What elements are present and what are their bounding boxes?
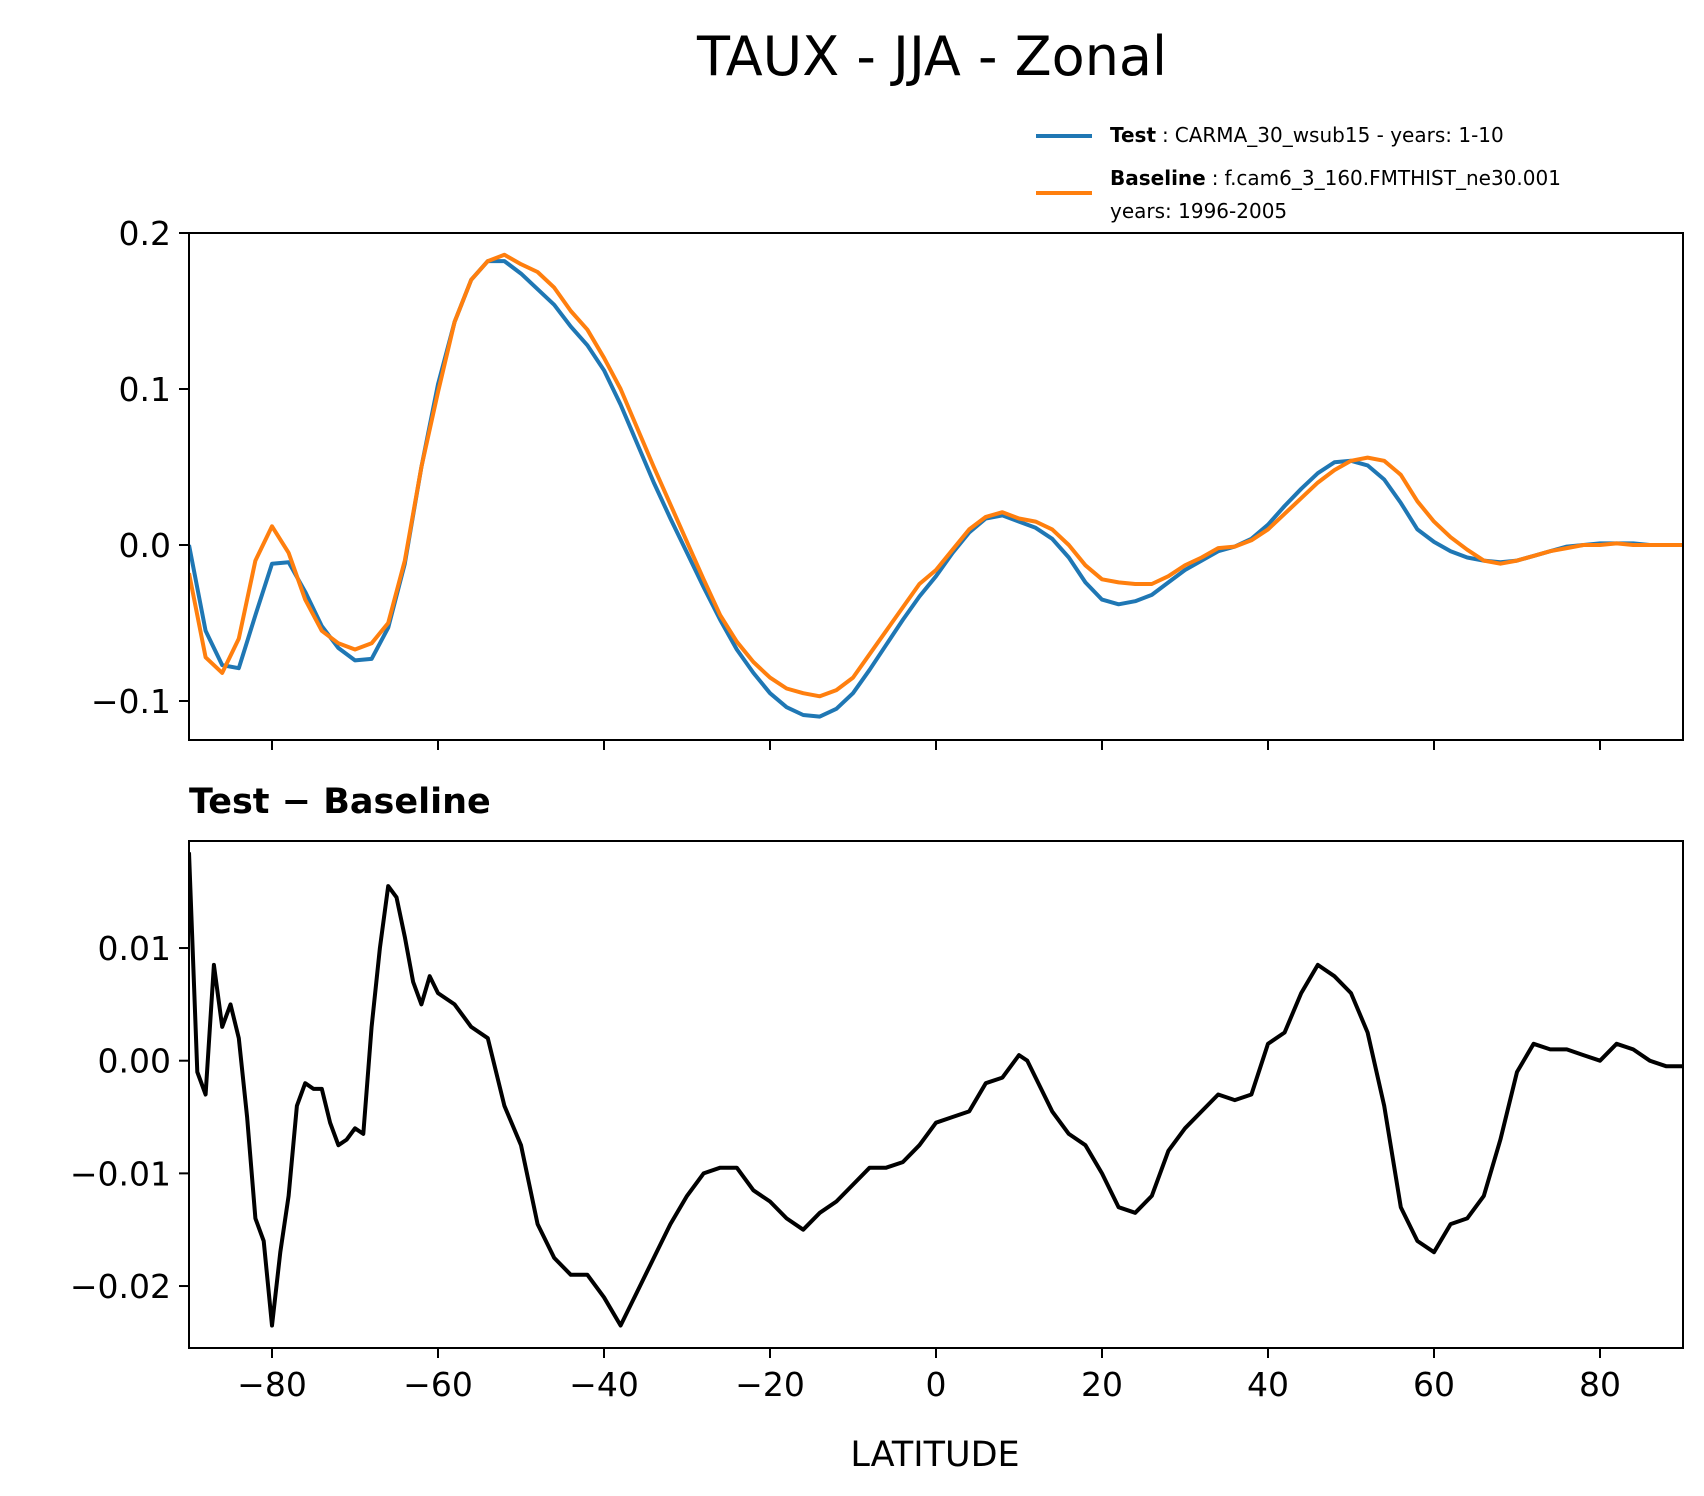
- figure-title: TAUX - JJA - Zonal: [696, 25, 1167, 88]
- x-tick-label: −40: [569, 1365, 639, 1404]
- legend-label-test-sep: :: [1162, 123, 1169, 147]
- diff-panel: −0.02 −0.01 0.00 0.01 −80 −60 −40 −20 0 20 40 60 80: [70, 840, 1684, 1404]
- x-tick-label: 0: [926, 1365, 947, 1404]
- legend-label-baseline-bold: Baseline: [1110, 166, 1206, 190]
- top-y-tick-label: 0.1: [119, 370, 171, 409]
- legend-label-test-text: CARMA_30_wsub15 - years: 1-10: [1175, 123, 1504, 147]
- legend: Test: CARMA_30_wsub15 - years: 1-10 Basel…: [1036, 123, 1561, 223]
- x-axis-label: LATITUDE: [850, 1435, 1019, 1475]
- diff-y-tick-label: −0.01: [70, 1154, 171, 1193]
- top-y-tick-label: 0.2: [119, 214, 171, 253]
- x-tick-label: −20: [735, 1365, 805, 1404]
- top-y-tick-label: −0.1: [91, 682, 171, 721]
- legend-label-baseline-text: f.cam6_3_160.FMTHIST_ne30.001: [1224, 166, 1560, 190]
- x-tick-label: 20: [1081, 1365, 1123, 1404]
- top-panel: −0.1 0.0 0.1 0.2: [91, 214, 1684, 750]
- diff-y-tick-label: 0.01: [98, 929, 171, 968]
- legend-label-test: Test: CARMA_30_wsub15 - years: 1-10: [1110, 123, 1504, 147]
- x-tick-label: 80: [1579, 1365, 1621, 1404]
- legend-label-baseline-years: years: 1996-2005: [1110, 199, 1287, 223]
- diff-panel-title: Test − Baseline: [189, 782, 491, 822]
- x-tick-label: 60: [1413, 1365, 1455, 1404]
- top-y-tick-label: 0.0: [119, 526, 171, 565]
- diff-y-tick-label: 0.00: [98, 1042, 171, 1081]
- baseline-series-line: [189, 252, 1683, 699]
- legend-label-test-bold: Test: [1110, 123, 1156, 147]
- x-tick-label: 40: [1247, 1365, 1289, 1404]
- legend-label-baseline-sep: :: [1212, 166, 1219, 190]
- difference-series-line: [189, 852, 1683, 1328]
- diff-y-tick-label: −0.02: [70, 1267, 171, 1306]
- legend-label-baseline: Baseline: f.cam6_3_160.FMTHIST_ne30.001: [1110, 166, 1561, 190]
- x-tick-label: −60: [403, 1365, 473, 1404]
- x-tick-label: −80: [237, 1365, 307, 1404]
